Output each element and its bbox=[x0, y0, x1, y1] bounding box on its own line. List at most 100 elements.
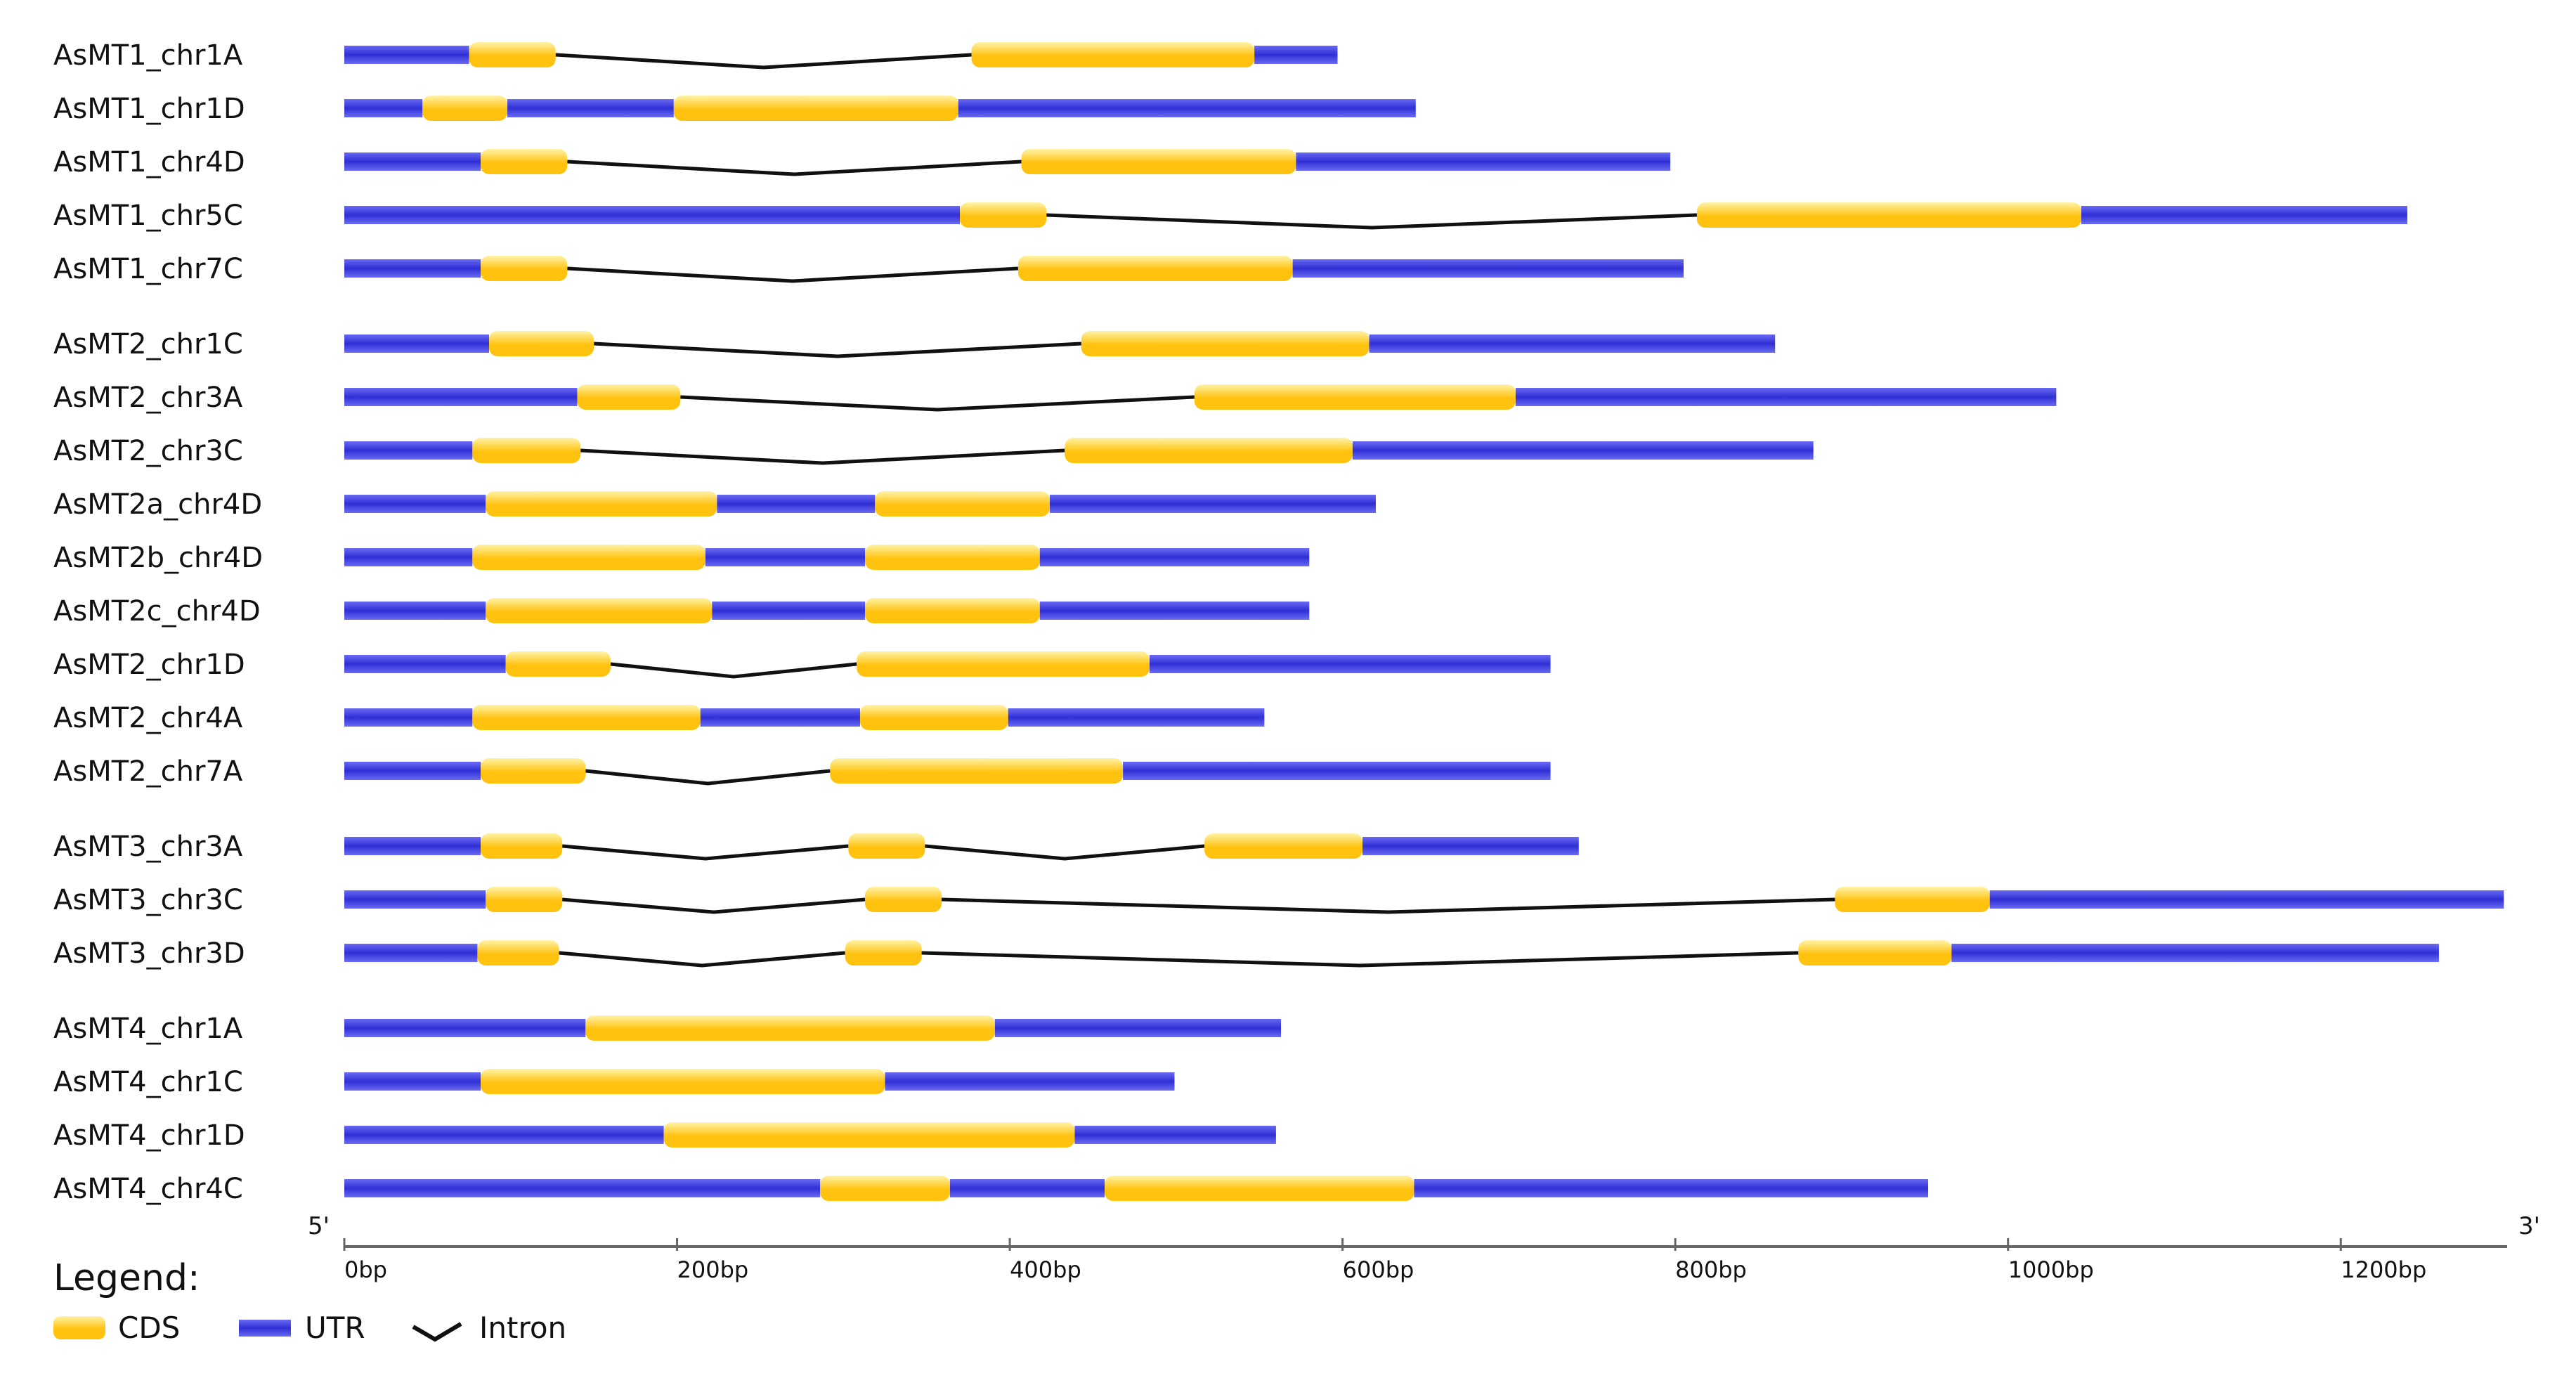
utr-segment bbox=[1039, 548, 1310, 566]
gene-label: AsMT1_chr5C bbox=[53, 200, 243, 232]
cds-exon bbox=[577, 384, 681, 410]
utr-segment bbox=[958, 99, 1416, 117]
axis-tick-label: 800bp bbox=[1675, 1256, 1747, 1283]
gene-row: AsMT1_chr1D bbox=[53, 93, 1416, 125]
axis-tick-label: 0bp bbox=[344, 1256, 387, 1283]
cds-exon bbox=[481, 833, 563, 859]
axis-start-label: 5' bbox=[308, 1212, 330, 1240]
cds-exon bbox=[960, 202, 1047, 228]
utr-segment bbox=[1362, 837, 1579, 855]
cds-exon bbox=[1017, 256, 1293, 281]
utr-segment bbox=[344, 890, 486, 909]
gene-label: AsMT2_chr3A bbox=[53, 382, 243, 414]
cds-exon bbox=[477, 940, 559, 966]
utr-segment bbox=[705, 548, 866, 566]
intron-line bbox=[567, 160, 1022, 176]
utr-segment bbox=[1049, 495, 1376, 513]
legend-cds-label: CDS bbox=[118, 1311, 180, 1345]
utr-segment bbox=[344, 602, 486, 620]
cds-exon bbox=[486, 598, 713, 623]
cds-exon bbox=[1696, 202, 2081, 228]
utr-segment bbox=[994, 1019, 1282, 1037]
gene-row: AsMT2_chr3C bbox=[53, 435, 1814, 467]
utr-segment bbox=[344, 99, 423, 117]
cds-exon bbox=[859, 705, 1008, 730]
gene-label: AsMT2_chr4A bbox=[53, 702, 243, 734]
cds-exon bbox=[481, 149, 568, 174]
gene-label: AsMT3_chr3D bbox=[53, 937, 245, 970]
gene-row: AsMT2a_chr4D bbox=[53, 488, 1376, 521]
gene-label: AsMT3_chr3C bbox=[53, 884, 243, 916]
axis-end-label: 3' bbox=[2518, 1212, 2540, 1240]
gene-row: AsMT2_chr1C bbox=[53, 328, 1776, 360]
cds-exon bbox=[830, 758, 1124, 784]
gene-row: AsMT4_chr1C bbox=[53, 1066, 1175, 1098]
cds-exon bbox=[422, 96, 508, 121]
gene-row: AsMT1_chr5C bbox=[53, 200, 2407, 232]
gene-rows: AsMT1_chr1A AsMT1_chr1D AsMT1_chr4D AsMT1_c… bbox=[53, 39, 2504, 1205]
intron-line bbox=[555, 53, 972, 70]
cds-exon bbox=[1194, 384, 1516, 410]
utr-segment bbox=[1008, 708, 1265, 727]
utr-segment bbox=[344, 441, 473, 460]
gene-label: AsMT1_chr1D bbox=[53, 93, 245, 125]
utr-segment bbox=[344, 1019, 586, 1037]
intron-line bbox=[580, 448, 1065, 465]
cds-exon bbox=[1081, 331, 1370, 356]
axis-tick-label: 1000bp bbox=[2008, 1256, 2094, 1283]
gene-label: AsMT2_chr1C bbox=[53, 328, 243, 360]
intron-line bbox=[561, 844, 849, 861]
utr-segment bbox=[1039, 602, 1310, 620]
legend-cds-swatch bbox=[53, 1316, 105, 1339]
utr-segment bbox=[949, 1179, 1105, 1197]
cds-exon bbox=[472, 705, 701, 730]
cds-exon bbox=[848, 833, 925, 859]
cds-exon bbox=[1798, 940, 1952, 966]
cds-exon bbox=[663, 1122, 1075, 1148]
gene-row: AsMT3_chr3A bbox=[53, 831, 1579, 863]
utr-segment bbox=[1149, 655, 1551, 673]
cds-exon bbox=[845, 940, 922, 966]
cds-exon bbox=[486, 887, 563, 912]
intron-line bbox=[941, 897, 1835, 914]
intron-line bbox=[567, 266, 1019, 283]
utr-segment bbox=[344, 1072, 481, 1091]
utr-segment bbox=[344, 388, 578, 406]
gene-label: AsMT4_chr1A bbox=[53, 1013, 243, 1045]
gene-label: AsMT3_chr3A bbox=[53, 831, 243, 863]
gene-label: AsMT4_chr1C bbox=[53, 1066, 243, 1098]
gene-row: AsMT2b_chr4D bbox=[53, 542, 1310, 574]
utr-segment bbox=[344, 762, 481, 780]
utr-segment bbox=[1369, 334, 1776, 353]
gene-row: AsMT2_chr7A bbox=[53, 755, 1551, 788]
cds-exon bbox=[488, 331, 594, 356]
gene-label: AsMT4_chr1D bbox=[53, 1119, 245, 1152]
intron-line bbox=[585, 769, 831, 786]
cds-exon bbox=[469, 42, 556, 67]
utr-segment bbox=[507, 99, 674, 117]
utr-segment bbox=[344, 708, 473, 727]
cds-exon bbox=[481, 1069, 885, 1094]
cds-exon bbox=[673, 96, 958, 121]
utr-segment bbox=[344, 206, 961, 224]
gene-label: AsMT1_chr1A bbox=[53, 39, 243, 72]
utr-segment bbox=[712, 602, 866, 620]
gene-label: AsMT2_chr1D bbox=[53, 649, 245, 681]
cds-exon bbox=[857, 651, 1150, 677]
legend-utr-swatch bbox=[239, 1320, 291, 1337]
axis-tick-label: 600bp bbox=[1343, 1256, 1414, 1283]
utr-segment bbox=[344, 46, 469, 64]
gene-row: AsMT4_chr1A bbox=[53, 1013, 1282, 1045]
cds-exon bbox=[472, 438, 581, 463]
cds-exon bbox=[1065, 438, 1353, 463]
utr-segment bbox=[1352, 441, 1814, 460]
utr-segment bbox=[344, 1179, 821, 1197]
cds-exon bbox=[505, 651, 611, 677]
cds-exon bbox=[865, 545, 1040, 570]
cds-exon bbox=[1105, 1176, 1414, 1201]
gene-label: AsMT2_chr7A bbox=[53, 755, 243, 788]
gene-label: AsMT2_chr3C bbox=[53, 435, 243, 467]
cds-exon bbox=[481, 758, 586, 784]
utr-segment bbox=[1292, 259, 1684, 278]
utr-segment bbox=[885, 1072, 1175, 1091]
